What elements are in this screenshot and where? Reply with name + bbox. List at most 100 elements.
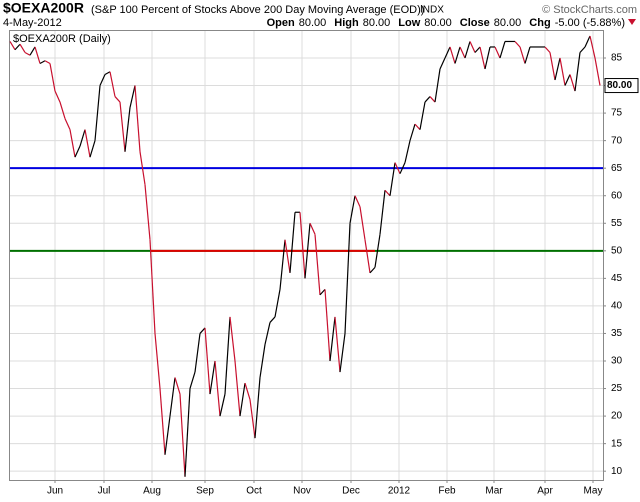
line-segment xyxy=(314,234,321,295)
x-tick-label: Aug xyxy=(143,486,161,497)
x-tick-label: Feb xyxy=(438,486,456,497)
line-segment xyxy=(554,57,561,81)
y-tick-label: 60 xyxy=(611,190,623,201)
chart-subtitle: (S&P 100 Percent of Stocks Above 200 Day… xyxy=(91,4,424,16)
quote: Open 80.00 High 80.00 Low 80.00 Close 80.00 Chg -… xyxy=(267,17,625,29)
line-segment xyxy=(394,162,401,174)
line-segment xyxy=(9,41,16,51)
line-segment xyxy=(204,327,211,395)
line-segment xyxy=(44,60,51,65)
line-segment xyxy=(564,74,571,86)
line-segment xyxy=(519,46,526,64)
y-tick-label: 85 xyxy=(611,53,623,64)
line-segment xyxy=(169,377,176,417)
line-segment xyxy=(569,74,576,92)
line-segment xyxy=(229,316,236,362)
line-segment xyxy=(14,43,21,51)
date: 4-May-2012 xyxy=(3,17,62,29)
quote-value: 80.00 xyxy=(494,17,522,29)
quote-value: 80.00 xyxy=(424,17,452,29)
line-segment xyxy=(29,46,36,56)
line-segment xyxy=(434,68,441,103)
line-segment xyxy=(474,46,481,53)
x-tick-label: 2012 xyxy=(388,486,411,497)
line-segment xyxy=(454,46,461,64)
line-segment xyxy=(444,46,451,59)
line-segment xyxy=(34,46,41,64)
line-segment xyxy=(89,140,96,158)
line-segment xyxy=(209,360,216,395)
line-segment xyxy=(194,333,201,373)
line-segment xyxy=(584,35,591,48)
line-segment xyxy=(19,43,26,53)
line-segment xyxy=(189,371,196,389)
line-segment xyxy=(159,388,166,455)
line-segment xyxy=(309,223,316,235)
line-segment xyxy=(144,184,151,240)
y-tick-label: 10 xyxy=(611,466,623,477)
y-tick-label: 50 xyxy=(611,245,623,256)
line-segment xyxy=(184,388,191,477)
quote-label: Low xyxy=(398,17,420,29)
line-segment xyxy=(199,327,206,334)
line-segment xyxy=(469,41,476,53)
line-segment xyxy=(114,96,121,103)
line-segment xyxy=(439,57,446,70)
plot-frame xyxy=(9,30,604,481)
down-arrow xyxy=(628,19,636,25)
line-segment xyxy=(104,71,111,76)
y-tick-label: 35 xyxy=(611,328,623,339)
line-segment xyxy=(289,212,296,273)
line-segment xyxy=(484,46,491,70)
line-segment xyxy=(264,322,271,345)
line-segment xyxy=(524,46,531,64)
line-segment xyxy=(149,239,156,334)
x-tick-label: Apr xyxy=(537,486,553,497)
line-segment xyxy=(449,46,456,64)
credit: © StockCharts.com xyxy=(542,4,637,16)
x-tick-label: Oct xyxy=(246,486,262,497)
y-tick-label: 25 xyxy=(611,383,623,394)
line-segment xyxy=(129,85,136,108)
line-segment xyxy=(364,239,371,273)
line-segment xyxy=(219,393,226,417)
x-tick-label: Nov xyxy=(293,486,311,497)
line-segment xyxy=(269,316,276,323)
y-tick-label: 65 xyxy=(611,163,623,174)
line-segment xyxy=(179,394,186,477)
quote-label: High xyxy=(334,17,359,29)
x-tick-label: Jun xyxy=(47,486,63,497)
line-segment xyxy=(304,223,311,279)
line-segment xyxy=(64,118,71,130)
line-segment xyxy=(174,377,181,395)
line-segment xyxy=(589,35,596,59)
line-segment xyxy=(109,71,116,97)
line-segment xyxy=(389,162,396,196)
line-segment xyxy=(279,239,286,290)
legend-label: $OEXA200R (Daily) xyxy=(13,33,111,45)
line-segment xyxy=(24,51,31,56)
line-segment xyxy=(579,46,586,53)
line-segment xyxy=(514,41,521,48)
x-tick-label: Jul xyxy=(98,486,111,497)
quote-label: Chg xyxy=(529,17,550,29)
last-value-label: 80.00 xyxy=(607,80,632,91)
line-segment xyxy=(424,96,431,103)
line-segment xyxy=(299,212,306,279)
line-segment xyxy=(349,195,356,224)
line-segment xyxy=(324,289,331,362)
x-tick-label: Mar xyxy=(485,486,503,497)
line-segment xyxy=(234,360,241,417)
line-segment xyxy=(384,189,391,197)
quote-value: -5.00 (-5.88%) xyxy=(555,17,625,29)
chart-title: $OEXA200R xyxy=(3,0,84,16)
line-segment xyxy=(254,377,261,439)
line-segment xyxy=(119,102,126,152)
y-tick-label: 70 xyxy=(611,135,623,146)
line-segment xyxy=(139,151,146,185)
quote-value: 80.00 xyxy=(299,17,327,29)
line-segment xyxy=(244,382,251,400)
line-segment xyxy=(154,333,161,389)
line-segment xyxy=(559,57,566,86)
